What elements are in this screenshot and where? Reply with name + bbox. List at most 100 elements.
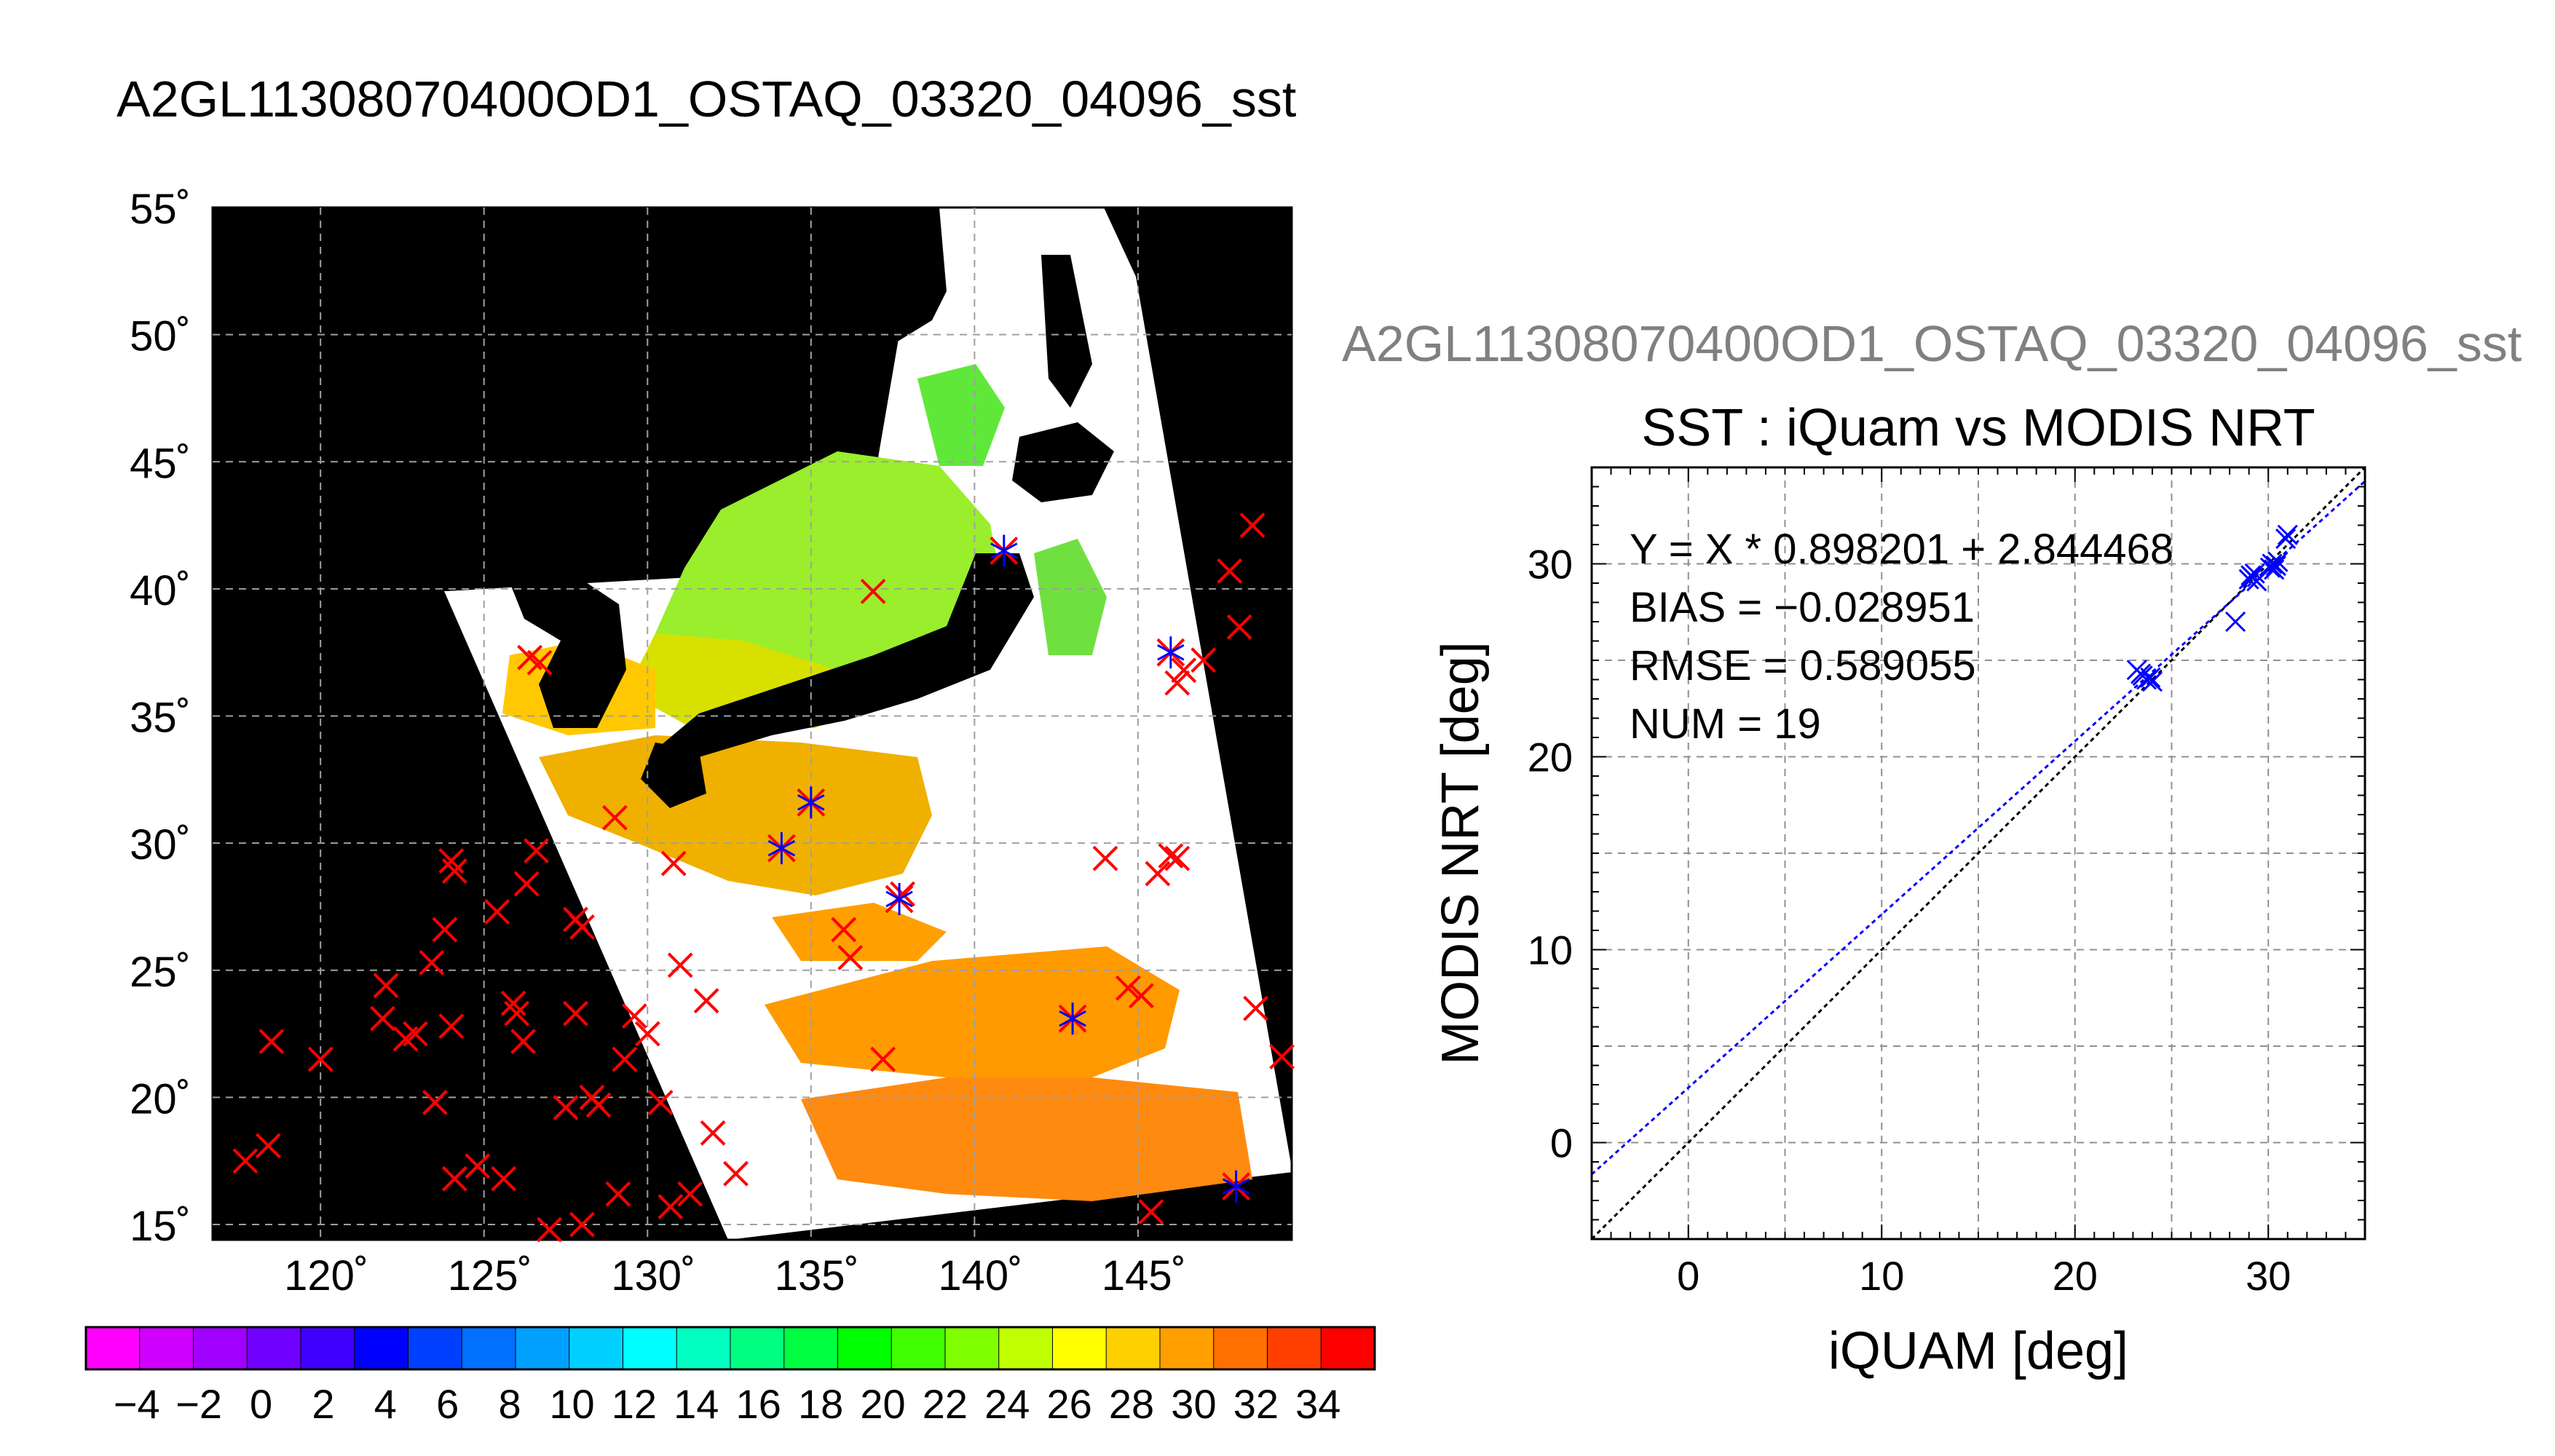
y-tick-label: 0 xyxy=(1550,1120,1573,1166)
x-tick-label: 30 xyxy=(2246,1253,2291,1299)
buoy-marker-matched-star xyxy=(1059,1002,1086,1035)
land-taiwan xyxy=(213,815,583,1240)
buoy-marker-matched-star xyxy=(990,534,1018,567)
scatter-point xyxy=(2130,663,2152,684)
buoy-marker-outside xyxy=(677,1181,703,1207)
buoy-marker-outside xyxy=(634,1021,660,1047)
colorbar-tick-label: 2 xyxy=(312,1381,334,1427)
buoy-markers xyxy=(232,513,1295,1243)
scatter-point xyxy=(2225,611,2246,633)
buoy-marker-matched-star xyxy=(1222,1170,1250,1203)
buoy-marker-matched-star xyxy=(797,786,825,819)
lon-tick-labels: 120˚ 125˚ 130˚ 135˚ 140˚ 145˚ xyxy=(284,1252,1186,1299)
buoy-marker-outside xyxy=(667,952,693,978)
colorbar-swatch xyxy=(998,1326,1054,1370)
buoy-marker-outside xyxy=(500,990,526,1016)
colorbar-swatch xyxy=(1052,1326,1107,1370)
buoy-marker-outside xyxy=(621,1003,647,1029)
buoy-marker-outside xyxy=(403,1021,428,1047)
colorbar-tick-label: 32 xyxy=(1233,1381,1279,1427)
buoy-marker-outside xyxy=(1145,860,1171,887)
buoy-marker-outside xyxy=(870,1046,896,1072)
buoy-marker-outside xyxy=(1269,1044,1295,1069)
colorbar-tick-label: 12 xyxy=(612,1381,657,1427)
lon-tick-label: 120˚ xyxy=(284,1252,368,1299)
lat-tick-label: 35˚ xyxy=(130,695,191,742)
land-korea xyxy=(510,575,626,728)
sst-patch-japan-sea xyxy=(655,451,1005,670)
scatter-point xyxy=(2264,559,2285,580)
lat-tick-label: 50˚ xyxy=(130,313,191,360)
colorbar-tick-label: 34 xyxy=(1295,1381,1340,1427)
sst-patch-east-china xyxy=(539,735,932,895)
colorbar-tick-label: 16 xyxy=(736,1381,781,1427)
buoy-marker-outside xyxy=(693,988,719,1014)
buoy-marker-outside xyxy=(438,848,465,874)
colorbar-swatch xyxy=(944,1326,1000,1370)
y-tick-label: 10 xyxy=(1528,927,1573,973)
colorbar-tick-label: 0 xyxy=(250,1381,272,1427)
land-hokkaido xyxy=(1012,422,1114,502)
buoy-marker-outside xyxy=(1190,647,1217,673)
x-tick-labels: 0 10 20 30 xyxy=(1677,1253,2291,1299)
sst-patch-central xyxy=(772,903,947,961)
buoy-marker-outside xyxy=(553,1094,579,1120)
colorbar-tick-label: 8 xyxy=(499,1381,521,1427)
lat-tick-label: 45˚ xyxy=(130,440,191,487)
scatter-subtitle: A2GL11308070400OD1_OSTAQ_03320_04096_sst xyxy=(1342,315,2522,372)
colorbar-swatch xyxy=(569,1326,624,1370)
stats-line: RMSE = 0.589055 xyxy=(1630,642,1976,689)
scatter-point xyxy=(2265,555,2286,577)
stats-line: NUM = 19 xyxy=(1630,700,1821,748)
buoy-marker-outside xyxy=(373,973,399,999)
buoy-marker-outside xyxy=(1158,843,1184,869)
colorbar-swatch xyxy=(891,1326,946,1370)
buoy-marker-outside xyxy=(647,1089,674,1115)
y-tick-label: 30 xyxy=(1528,542,1573,587)
buoy-marker-outside xyxy=(438,1013,465,1040)
colorbar-tick-labels: −4 −2 0 2 4 6 8 10 12 14 16 18 20 22 24 26 28 30 32 34 xyxy=(114,1381,1341,1427)
scatter-title: SST : iQuam vs MODIS NRT xyxy=(1641,399,2315,457)
colorbar-tick-label: 14 xyxy=(674,1381,719,1427)
colorbar-swatch xyxy=(676,1326,731,1370)
colorbar-tick-label: 30 xyxy=(1171,1381,1216,1427)
land-asia xyxy=(213,207,947,591)
buoy-marker-outside xyxy=(1138,1199,1164,1224)
colorbar-tick-label: 28 xyxy=(1109,1381,1154,1427)
buoy-marker-matched-star xyxy=(885,882,913,915)
buoy-marker-outside xyxy=(491,1166,517,1192)
buoy-marker-outside xyxy=(1239,513,1265,538)
buoy-marker-outside xyxy=(569,914,595,940)
sst-patch-south1 xyxy=(765,946,1180,1077)
buoy-marker-outside xyxy=(255,1133,281,1159)
buoy-marker-outside xyxy=(537,1216,562,1243)
lat-tick-label: 30˚ xyxy=(130,821,191,869)
land-honshu xyxy=(655,553,1034,757)
colorbar-tick-label: −2 xyxy=(175,1381,222,1427)
buoy-marker-outside xyxy=(1226,614,1252,640)
colorbar-tick-label: 10 xyxy=(549,1381,594,1427)
land-kyushu xyxy=(641,743,706,808)
y-axis-label: MODIS NRT [deg] xyxy=(1431,641,1490,1065)
buoy-marker-outside xyxy=(657,1194,684,1220)
scatter-points xyxy=(2126,524,2298,692)
sst-patch-pacific-east xyxy=(1034,539,1107,655)
buoy-marker-outside xyxy=(504,1000,530,1026)
lon-tick-label: 135˚ xyxy=(775,1252,859,1299)
scatter-point xyxy=(2262,553,2283,574)
stats-line: Y = X * 0.898201 + 2.844468 xyxy=(1630,526,2173,573)
buoy-marker-outside xyxy=(723,1160,749,1187)
map-gridlines xyxy=(213,207,1292,1240)
buoy-marker-outside xyxy=(1217,558,1243,584)
y-tick-label: 20 xyxy=(1528,735,1573,780)
lon-tick-label: 125˚ xyxy=(448,1252,532,1299)
buoy-marker-outside xyxy=(1164,670,1190,696)
identity-line xyxy=(1592,467,2365,1239)
colorbar-tick-label: 6 xyxy=(436,1381,459,1427)
scatter-point xyxy=(2277,524,2298,545)
lat-tick-label: 25˚ xyxy=(130,949,191,996)
scatter-point xyxy=(2244,563,2265,584)
colorbar-swatch xyxy=(1159,1326,1215,1370)
